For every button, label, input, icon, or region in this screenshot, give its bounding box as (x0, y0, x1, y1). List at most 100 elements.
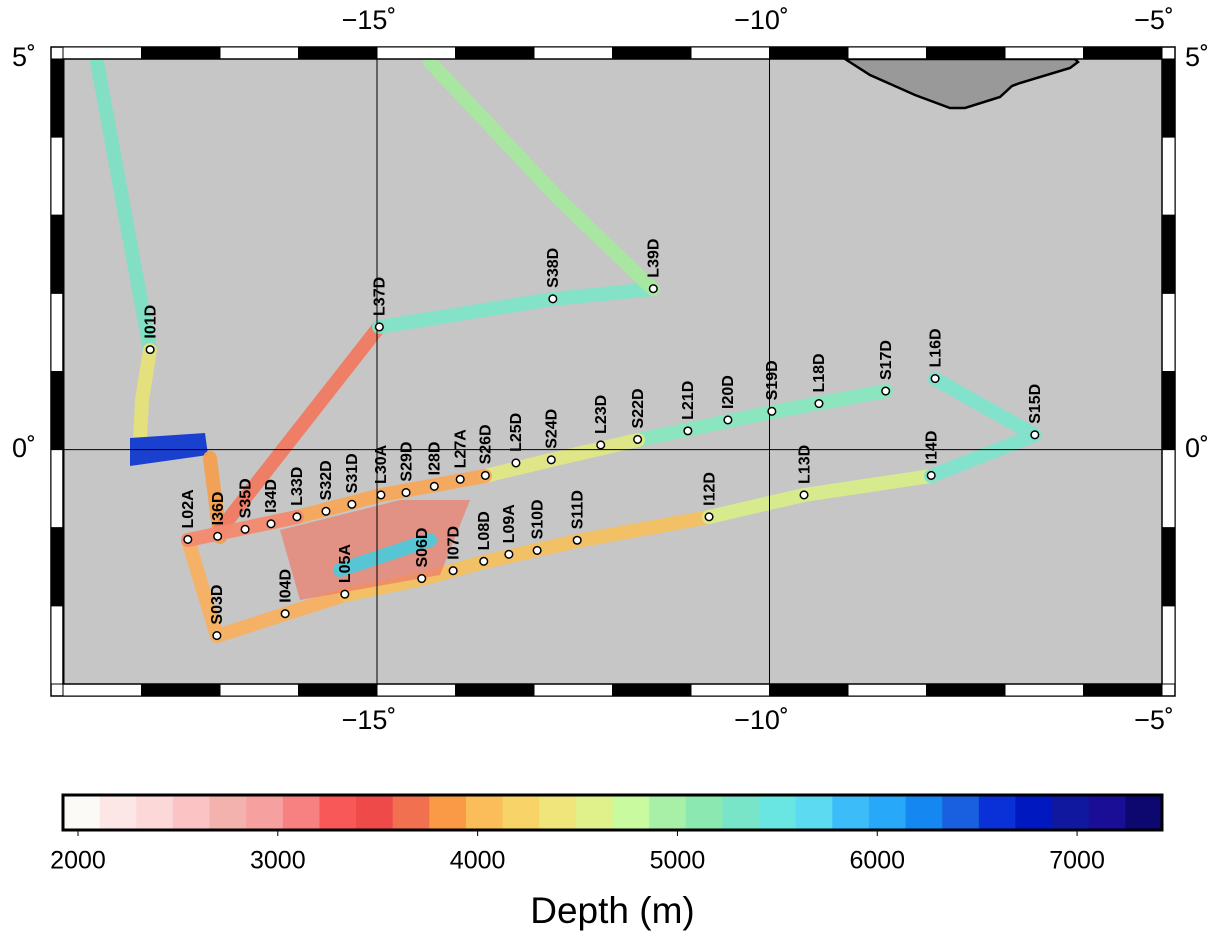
station-marker (480, 558, 488, 566)
station-label: S35D (237, 478, 254, 518)
ocean (63, 59, 1162, 684)
frame-segment (848, 684, 927, 696)
y-tick-label: 5˚ (1185, 42, 1209, 72)
colorbar-segment (100, 795, 137, 830)
station-label: L33D (289, 467, 306, 506)
frame-segment (613, 47, 692, 59)
station-label: S19D (764, 360, 781, 400)
station-marker (705, 513, 713, 521)
colorbar-segment (503, 795, 540, 830)
colorbar-segment (429, 795, 466, 830)
frame-segment (1162, 528, 1175, 606)
station-label: L13D (796, 445, 813, 484)
station-marker (815, 400, 823, 408)
map-figure: −15˚−15˚−10˚−10˚−5˚−5˚5˚5˚0˚0˚I01DL37DS3… (0, 0, 1218, 940)
frame-segment (142, 47, 221, 59)
colorbar-segment (136, 795, 173, 830)
frame-segment (51, 450, 64, 528)
frame-segment (1162, 293, 1175, 371)
frame-segment (51, 372, 64, 450)
station-marker (1031, 431, 1039, 439)
x-tick-label: −10˚ (734, 5, 789, 35)
station-marker (184, 536, 192, 544)
colorbar-segment (906, 795, 943, 830)
station-marker (800, 491, 808, 499)
station-label: I14D (923, 431, 940, 465)
frame-segment (51, 528, 64, 606)
station-marker (267, 520, 275, 528)
station-label: L23D (593, 395, 610, 434)
frame-segment (1005, 47, 1084, 59)
station-marker (214, 533, 222, 541)
frame-segment (770, 47, 849, 59)
colorbar-segment (649, 795, 686, 830)
colorbar-segment (210, 795, 247, 830)
station-marker (241, 526, 249, 534)
x-tick-label: −5˚ (1134, 705, 1174, 735)
frame-segment (142, 684, 221, 696)
station-marker (505, 551, 513, 559)
station-label: L25D (508, 413, 525, 452)
colorbar-segment (1125, 795, 1162, 830)
colorbar-segment (869, 795, 906, 830)
frame-segment (220, 684, 299, 696)
station-marker (931, 375, 939, 383)
station-label: L39D (646, 239, 663, 278)
frame-segment (456, 684, 535, 696)
y-tick-label: 5˚ (12, 42, 36, 72)
station-marker (573, 536, 581, 544)
y-tick-label: 0˚ (12, 433, 36, 463)
station-marker (768, 408, 776, 416)
station-marker (348, 501, 356, 509)
colorbar-segment (722, 795, 759, 830)
station-label: S15D (1027, 384, 1044, 424)
station-marker (533, 547, 541, 555)
colorbar-tick-label: 4000 (450, 847, 506, 875)
frame-segment (299, 684, 378, 696)
colorbar-segment (942, 795, 979, 830)
colorbar-segment (393, 795, 430, 830)
colorbar-segment (283, 795, 320, 830)
station-label: L16D (927, 328, 944, 367)
colorbar-segment (539, 795, 576, 830)
colorbar-tick-label: 5000 (650, 847, 706, 875)
station-label: I04D (277, 569, 294, 603)
station-label: S38D (545, 248, 562, 288)
colorbar-segment (173, 795, 210, 830)
frame-segment (1005, 684, 1084, 696)
station-marker (512, 459, 520, 467)
station-marker (281, 610, 289, 618)
frame-segment (377, 47, 456, 59)
station-label: S31D (344, 453, 361, 493)
station-label: S26D (478, 424, 495, 464)
frame-segment (63, 684, 142, 696)
frame-segment (848, 47, 927, 59)
station-marker (376, 323, 384, 331)
station-marker (482, 472, 490, 480)
frame-segment (299, 47, 378, 59)
station-marker (146, 346, 154, 354)
station-marker (684, 427, 692, 435)
frame-segment (1084, 684, 1163, 696)
station-label: S24D (543, 409, 560, 449)
frame-segment (1162, 606, 1175, 684)
colorbar-segment (1089, 795, 1126, 830)
station-marker (431, 483, 439, 491)
frame-segment (1162, 450, 1175, 528)
station-marker (377, 491, 385, 499)
colorbar-segment (63, 795, 100, 830)
colorbar-segment (1052, 795, 1089, 830)
station-label: S17D (878, 340, 895, 380)
frame-segment (1162, 137, 1175, 215)
station-marker (650, 285, 658, 293)
colorbar-tick-label: 2000 (50, 847, 106, 875)
colorbar-tick-label: 3000 (250, 847, 306, 875)
station-label: S03D (209, 585, 226, 625)
colorbar-segment (979, 795, 1016, 830)
station-marker (293, 513, 301, 521)
station-label: I34D (263, 479, 280, 513)
station-label: L02A (180, 489, 197, 529)
frame-segment (1162, 59, 1175, 137)
colorbar-tick-label: 7000 (1049, 847, 1105, 875)
station-marker (549, 295, 557, 303)
